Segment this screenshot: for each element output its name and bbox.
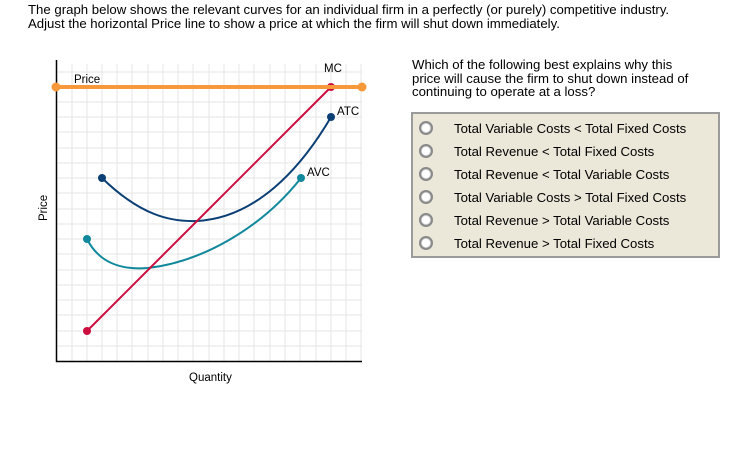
radio-button-icon[interactable] bbox=[419, 213, 433, 227]
mc-curve[interactable] bbox=[86, 86, 332, 332]
avc-curve[interactable] bbox=[86, 177, 302, 270]
option-tvc-gt-tfc[interactable]: Total Variable Costs > Total Fixed Costs bbox=[419, 186, 714, 208]
radio-button-icon[interactable] bbox=[419, 144, 433, 158]
y-axis-label: Price bbox=[38, 195, 50, 221]
option-label: Total Revenue > Total Fixed Costs bbox=[454, 235, 655, 251]
option-label: Total Revenue < Total Fixed Costs bbox=[454, 143, 655, 159]
option-tr-gt-tvc[interactable]: Total Revenue > Total Variable Costs bbox=[419, 209, 714, 231]
atc-endpoint-left[interactable] bbox=[98, 174, 106, 182]
x-axis-label: Quantity bbox=[189, 372, 232, 384]
option-tr-gt-tfc[interactable]: Total Revenue > Total Fixed Costs bbox=[419, 232, 714, 254]
atc-curve[interactable] bbox=[101, 116, 332, 223]
radio-button-icon[interactable] bbox=[419, 121, 433, 135]
option-tvc-lt-tfc[interactable]: Total Variable Costs < Total Fixed Costs bbox=[419, 117, 714, 139]
instructions: The graph below shows the relevant curve… bbox=[28, 3, 733, 30]
option-label: Total Variable Costs > Total Fixed Costs bbox=[454, 189, 687, 205]
radio-button-icon[interactable] bbox=[419, 190, 433, 204]
grid bbox=[56, 64, 362, 361]
instructions-line-2: Adjust the horizontal Price line to show… bbox=[28, 15, 560, 31]
atc-endpoint-right[interactable] bbox=[327, 113, 335, 121]
price-curve-label: Price bbox=[74, 74, 100, 86]
instructions-line-1: The graph below shows the relevant curve… bbox=[28, 2, 670, 17]
question-line-2: price will cause the firm to shut down i… bbox=[412, 70, 689, 86]
question-line-3: continuing to operate at a loss? bbox=[412, 84, 596, 100]
option-tr-lt-tfc[interactable]: Total Revenue < Total Fixed Costs bbox=[419, 140, 714, 162]
radio-button-icon[interactable] bbox=[419, 167, 433, 181]
avc-label: AVC bbox=[307, 167, 330, 179]
mc-label: MC bbox=[324, 63, 342, 75]
option-label: Total Variable Costs < Total Fixed Costs bbox=[454, 120, 687, 136]
avc-endpoint-right[interactable] bbox=[297, 174, 305, 182]
radio-button-icon[interactable] bbox=[419, 236, 433, 250]
mc-endpoint-bottom[interactable] bbox=[83, 327, 91, 335]
answer-options: Total Variable Costs < Total Fixed Costs… bbox=[411, 112, 720, 258]
price-endpoint-right[interactable] bbox=[357, 82, 367, 92]
cost-curves-graph: Price MC ATC AVC Quantity Price bbox=[38, 60, 367, 384]
avc-endpoint-left[interactable] bbox=[83, 235, 91, 243]
price-endpoint-left[interactable] bbox=[51, 82, 61, 92]
option-label: Total Revenue > Total Variable Costs bbox=[454, 212, 670, 228]
atc-label: ATC bbox=[337, 106, 359, 118]
question-line-1: Which of the following best explains why… bbox=[412, 57, 673, 72]
option-tr-lt-tvc[interactable]: Total Revenue < Total Variable Costs bbox=[419, 163, 714, 185]
option-label: Total Revenue < Total Variable Costs bbox=[454, 166, 670, 182]
price-line-handle[interactable] bbox=[51, 82, 367, 92]
question-prompt: Which of the following best explains why… bbox=[412, 58, 732, 99]
